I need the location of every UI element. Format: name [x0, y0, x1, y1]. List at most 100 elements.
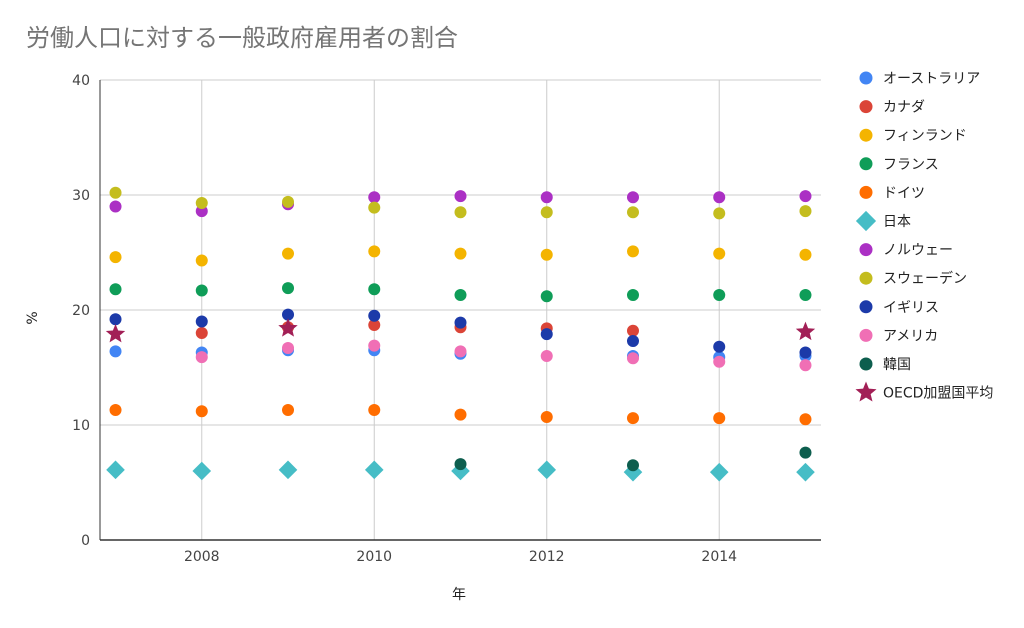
legend-marker — [859, 271, 873, 285]
legend-marker — [859, 185, 873, 199]
data-point — [799, 248, 812, 261]
data-point — [796, 462, 815, 482]
data-point — [195, 315, 208, 328]
data-point — [713, 191, 726, 204]
data-point — [799, 289, 812, 302]
data-point — [106, 460, 125, 480]
data-point — [368, 318, 381, 331]
legend-label: OECD加盟国平均 — [883, 386, 993, 402]
data-point — [626, 324, 639, 337]
legend-marker — [859, 328, 873, 342]
legend-marker — [859, 128, 873, 142]
data-point — [713, 207, 726, 220]
data-point — [368, 283, 381, 296]
data-point — [195, 351, 208, 364]
legend-label: アメリカ — [883, 328, 938, 344]
legend-label: オーストラリア — [883, 71, 980, 87]
data-point — [799, 346, 812, 359]
data-point — [278, 460, 298, 480]
data-point — [540, 350, 553, 362]
data-point — [109, 345, 122, 358]
data-point — [626, 206, 639, 219]
data-point — [454, 206, 467, 219]
legend-label: 日本 — [883, 214, 911, 230]
data-point — [799, 205, 812, 218]
data-point — [626, 459, 639, 472]
legend-label: ノルウェー — [883, 243, 953, 259]
data-point — [282, 308, 295, 321]
data-point — [626, 289, 639, 302]
y-tick-label: 20 — [72, 303, 90, 319]
data-point — [105, 323, 126, 343]
x-tick-label: 2014 — [701, 549, 737, 565]
data-point — [713, 289, 726, 302]
legend-marker — [859, 357, 873, 371]
legend-label: ドイツ — [883, 185, 925, 201]
data-point — [195, 405, 208, 418]
data-point — [799, 190, 812, 203]
data-point — [192, 461, 212, 481]
data-point — [195, 254, 208, 267]
data-point — [364, 460, 384, 480]
legend-label: フランス — [883, 157, 939, 173]
chart-legend: オーストラリアカナダフィンランドフランスドイツ日本ノルウェースウェーデンイギリス… — [855, 71, 993, 402]
legend-label: 韓国 — [883, 357, 911, 373]
data-point — [454, 247, 467, 260]
chart-points — [105, 186, 816, 482]
data-point — [109, 186, 122, 199]
legend-marker — [859, 100, 873, 114]
legend-marker — [855, 210, 877, 232]
y-tick-label: 30 — [72, 188, 90, 204]
data-point — [282, 282, 295, 295]
data-point — [109, 283, 122, 296]
legend-label: スウェーデン — [883, 270, 967, 287]
data-point — [540, 328, 553, 341]
data-point — [109, 404, 122, 417]
data-point — [109, 251, 122, 264]
x-axis-label: 年 — [452, 587, 466, 603]
data-point — [368, 309, 381, 322]
data-point — [626, 352, 639, 365]
legend-marker — [859, 71, 873, 85]
data-point — [626, 335, 639, 348]
chart-axes: 0 10 20 30 40 2008 2010 2012 2014 — [72, 73, 821, 565]
y-axis-label: % — [25, 311, 41, 324]
x-tick-label: 2010 — [356, 549, 392, 565]
y-tick-label: 40 — [72, 73, 90, 89]
data-point — [540, 191, 553, 204]
chart-title: 労働人口に対する一般政府雇用者の割合 — [26, 24, 458, 52]
data-point — [626, 412, 639, 425]
legend-label: フィンランド — [883, 128, 967, 144]
data-point — [713, 355, 726, 368]
data-point — [368, 404, 381, 417]
data-point — [454, 289, 467, 302]
y-tick-label: 10 — [72, 418, 90, 434]
data-point — [195, 327, 208, 339]
legend-label: イギリス — [883, 300, 939, 316]
data-point — [282, 341, 295, 354]
data-point — [454, 345, 467, 358]
data-point — [454, 458, 467, 471]
y-tick-label: 0 — [81, 533, 90, 549]
data-point — [454, 190, 467, 203]
data-point — [368, 245, 381, 258]
data-point — [195, 197, 208, 210]
data-point — [709, 462, 729, 482]
data-point — [282, 247, 295, 260]
data-point — [278, 318, 298, 337]
x-tick-label: 2008 — [184, 549, 220, 565]
legend-marker — [859, 300, 873, 314]
data-point — [368, 339, 381, 352]
data-point — [454, 408, 467, 421]
data-point — [713, 340, 726, 353]
data-point — [713, 412, 726, 425]
data-point — [109, 200, 122, 213]
data-point — [626, 245, 639, 258]
data-point — [540, 290, 553, 303]
legend-label: カナダ — [883, 100, 925, 116]
data-point — [623, 462, 643, 482]
data-point — [626, 191, 639, 204]
data-point — [799, 446, 812, 459]
legend-marker — [859, 243, 873, 257]
